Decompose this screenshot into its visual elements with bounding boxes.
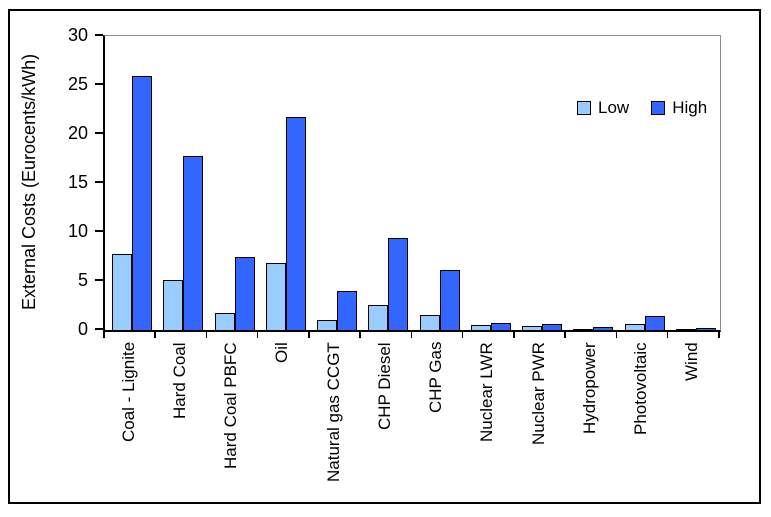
bar-low-coal-lignite bbox=[112, 253, 132, 330]
bar-low-natural-gas-ccgt bbox=[317, 320, 337, 330]
y-tick-mark bbox=[95, 132, 103, 134]
x-tick-mark bbox=[103, 331, 105, 338]
bar-high-hydropower bbox=[593, 327, 614, 330]
y-tick-mark bbox=[95, 279, 103, 281]
x-tick-mark bbox=[461, 331, 464, 338]
bar-high-nuclear-pwr bbox=[542, 324, 562, 330]
x-tick-mark bbox=[666, 331, 669, 338]
bar-low-photovoltaic bbox=[624, 323, 645, 330]
legend-item-high: High bbox=[651, 98, 707, 118]
bar-low-oil bbox=[265, 263, 286, 330]
bar-low-chp-diesel bbox=[368, 304, 389, 330]
x-category-label: Wind bbox=[682, 342, 702, 381]
x-category-label: Photovoltaic bbox=[631, 342, 651, 435]
x-category-label: Nuclear PWR bbox=[528, 342, 548, 445]
bar-high-nuclear-lwr bbox=[490, 323, 511, 330]
y-tick-mark bbox=[95, 328, 103, 330]
x-category-label: Nuclear LWR bbox=[477, 342, 497, 442]
bar-high-chp-gas bbox=[439, 270, 460, 330]
x-tick-mark bbox=[256, 331, 259, 338]
plot-area bbox=[103, 35, 721, 332]
legend-label-low: Low bbox=[598, 98, 630, 117]
x-category-label: Hard Coal PBFC bbox=[221, 342, 241, 469]
bar-high-oil bbox=[285, 117, 306, 330]
y-tick-label: 15 bbox=[67, 172, 88, 192]
bar-high-hard-coal bbox=[183, 155, 204, 330]
y-tick-label: 25 bbox=[67, 74, 88, 94]
bar-low-hard-coal-pbfc bbox=[214, 313, 235, 330]
x-category-label: CHP Diesel bbox=[374, 342, 394, 430]
bar-low-nuclear-pwr bbox=[522, 326, 542, 330]
x-tick-mark bbox=[513, 331, 515, 338]
bar-high-chp-diesel bbox=[388, 237, 409, 330]
y-tick-label: 5 bbox=[77, 270, 88, 290]
bar-low-hydropower bbox=[573, 328, 594, 330]
x-tick-mark bbox=[359, 331, 361, 338]
x-tick-mark bbox=[615, 331, 617, 338]
x-category-label: Oil bbox=[272, 342, 292, 363]
legend: Low High bbox=[577, 98, 707, 118]
legend-item-low: Low bbox=[577, 98, 629, 118]
bar-high-natural-gas-ccgt bbox=[337, 290, 357, 330]
x-category-label: Hard Coal bbox=[169, 342, 189, 419]
y-tick-label: 0 bbox=[77, 319, 88, 339]
bar-high-wind bbox=[695, 327, 716, 330]
legend-label-high: High bbox=[672, 98, 708, 117]
bar-low-chp-gas bbox=[419, 315, 440, 330]
bar-low-nuclear-lwr bbox=[470, 325, 491, 330]
x-tick-mark bbox=[410, 331, 412, 338]
x-tick-mark bbox=[205, 331, 207, 338]
chart-outer-border bbox=[8, 9, 761, 504]
x-category-label: Coal - Lignite bbox=[118, 342, 138, 443]
bar-high-hard-coal-pbfc bbox=[234, 256, 255, 330]
bar-low-wind bbox=[675, 328, 696, 330]
y-tick-mark bbox=[95, 230, 103, 232]
y-tick-mark bbox=[95, 181, 103, 183]
y-tick-label: 30 bbox=[67, 25, 88, 45]
x-tick-mark bbox=[308, 331, 310, 338]
bar-high-photovoltaic bbox=[644, 316, 665, 330]
y-tick-label: 10 bbox=[67, 221, 88, 241]
y-tick-mark bbox=[95, 34, 103, 36]
x-category-label: CHP Gas bbox=[426, 342, 446, 414]
x-category-label: Natural gas CCGT bbox=[323, 342, 343, 482]
y-tick-mark bbox=[95, 83, 103, 85]
bar-low-hard-coal bbox=[163, 280, 184, 330]
bar-high-coal-lignite bbox=[132, 76, 152, 330]
x-tick-mark bbox=[564, 331, 566, 338]
x-tick-mark bbox=[154, 331, 156, 338]
legend-swatch-high-icon bbox=[651, 101, 666, 115]
y-tick-label: 20 bbox=[67, 123, 88, 143]
x-category-label: Hydropower bbox=[579, 342, 599, 434]
x-tick-mark bbox=[718, 331, 720, 338]
legend-swatch-low-icon bbox=[577, 101, 591, 115]
